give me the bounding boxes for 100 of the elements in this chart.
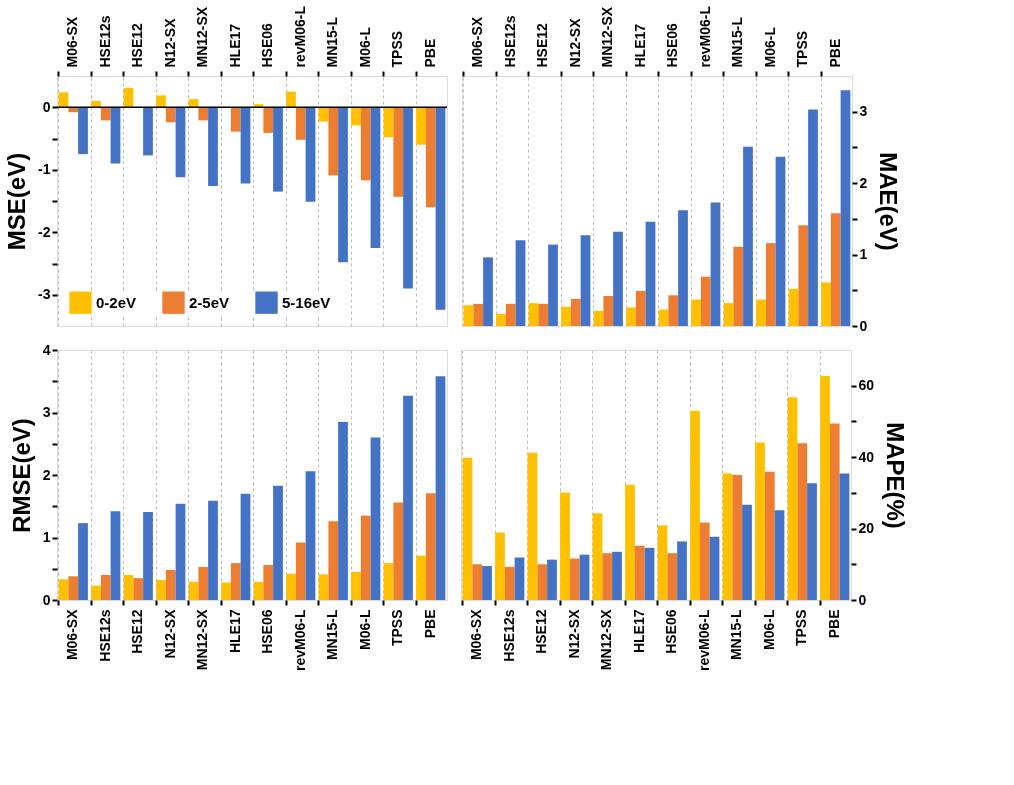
bar <box>403 395 413 600</box>
bar <box>690 410 700 600</box>
bar <box>570 298 581 326</box>
bar <box>580 235 591 326</box>
bar <box>435 376 446 600</box>
bar <box>561 306 571 326</box>
bar <box>165 570 176 600</box>
bar <box>528 303 539 326</box>
bar <box>253 581 264 600</box>
bar <box>91 101 101 108</box>
bar <box>514 557 525 600</box>
y-tick-label: 2 <box>42 466 51 483</box>
y-tick-label: 3 <box>859 103 868 120</box>
bar <box>495 532 505 600</box>
x-tick-label: TPSS <box>794 30 811 68</box>
y-tick-label: -3 <box>38 286 51 303</box>
bar <box>351 107 361 126</box>
legend-label: 0-2eV <box>96 293 137 311</box>
x-tick-label: MN15-L <box>324 16 341 68</box>
bar <box>547 559 557 600</box>
bar <box>743 146 753 326</box>
x-tick-label: PBE <box>825 609 842 639</box>
bar <box>732 475 743 600</box>
bar <box>592 513 603 600</box>
bar <box>613 231 623 326</box>
bar <box>78 107 88 155</box>
bar <box>764 471 775 600</box>
bar <box>483 257 493 326</box>
x-tick-label: TPSS <box>793 609 810 647</box>
bar <box>188 99 199 108</box>
x-tick-label: M06-L <box>356 609 373 650</box>
y-tick-label: 4 <box>42 341 51 358</box>
y-tick-label: 2 <box>859 174 868 191</box>
bar <box>504 566 515 600</box>
x-tick-label: HLE17 <box>630 609 647 654</box>
x-tick-label: MN12-SX <box>194 608 211 671</box>
y-axis-title: MSE(eV) <box>3 152 31 251</box>
bar <box>416 107 426 145</box>
bar <box>548 244 558 326</box>
x-tick-label: revM06-L <box>291 609 308 671</box>
bar <box>579 554 590 600</box>
x-tick-label: revM06-L <box>696 5 713 68</box>
bar <box>58 579 69 600</box>
x-tick-label: HSE12s <box>96 15 113 68</box>
bar <box>569 558 580 600</box>
bar <box>425 107 436 208</box>
y-tick-label: 40 <box>858 448 875 465</box>
bar <box>677 541 687 600</box>
bar <box>820 376 830 600</box>
bar <box>110 107 121 164</box>
bar <box>273 107 283 192</box>
bar <box>699 522 710 600</box>
bar <box>644 547 655 600</box>
x-tick-label: PBE <box>826 38 843 68</box>
x-tick-label: revM06-L <box>291 5 308 68</box>
bar <box>253 104 264 108</box>
y-axis-title: RMSE(eV) <box>7 418 35 533</box>
bar <box>370 437 381 600</box>
bar <box>156 580 166 600</box>
bar <box>742 504 752 600</box>
x-tick-label: HSE06 <box>259 609 276 654</box>
bar <box>515 240 526 326</box>
bar <box>775 156 786 326</box>
bar <box>496 313 506 326</box>
x-tick-label: HSE12s <box>501 15 518 68</box>
bar <box>657 525 668 600</box>
bar <box>691 299 701 326</box>
bar <box>351 571 361 600</box>
bar <box>175 503 186 600</box>
bar <box>263 565 274 600</box>
bar <box>788 288 799 326</box>
bar <box>733 246 744 326</box>
bar <box>482 566 492 600</box>
bar <box>393 107 404 197</box>
x-tick-label: M06-L <box>761 26 778 68</box>
bar <box>273 485 283 600</box>
x-tick-label: M06-SX <box>64 608 81 661</box>
bar <box>635 291 646 326</box>
bar <box>710 202 721 326</box>
bar <box>797 443 808 600</box>
bar <box>240 493 251 600</box>
y-tick-label: 0 <box>858 591 867 608</box>
bar <box>305 107 316 202</box>
bar <box>625 484 635 600</box>
x-tick-label: MN15-L <box>729 16 746 68</box>
legend-label: 2-5eV <box>189 293 230 311</box>
bar <box>774 510 785 600</box>
y-tick-label: 1 <box>859 246 868 263</box>
bar <box>208 107 218 186</box>
x-tick-label: HSE06 <box>259 22 276 68</box>
bar <box>263 107 274 133</box>
x-tick-label: MN15-L <box>324 609 341 661</box>
bar <box>58 92 69 108</box>
bar <box>110 511 121 600</box>
x-tick-label: M06-SX <box>469 16 486 68</box>
bar <box>68 576 79 600</box>
bar <box>723 303 734 326</box>
bar <box>175 107 186 178</box>
y-tick-label: 3 <box>42 404 51 420</box>
y-tick-label: 1 <box>42 529 51 545</box>
